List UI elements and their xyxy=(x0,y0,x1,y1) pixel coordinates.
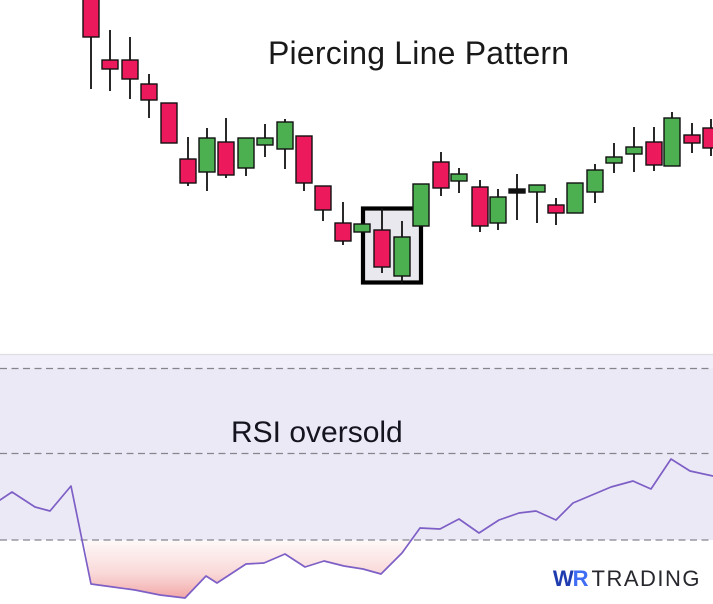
candle-body xyxy=(489,196,507,224)
candle-body xyxy=(353,223,371,233)
bearish-candle xyxy=(121,37,139,99)
rsi-panel-background xyxy=(0,368,713,540)
rsi-oversold-label: RSI oversold xyxy=(231,416,403,449)
candle-body xyxy=(121,59,139,80)
bullish-candle xyxy=(237,137,255,176)
logo-trading-text: TRADING xyxy=(591,566,701,591)
candle-body xyxy=(605,156,623,164)
bullish-candle xyxy=(412,183,430,227)
rsi-oversold-fill xyxy=(84,540,411,598)
bearish-candle xyxy=(683,123,701,153)
bearish-candle xyxy=(295,135,313,191)
candle-body xyxy=(566,182,584,214)
candle-body xyxy=(547,204,565,214)
candle-body xyxy=(179,158,197,184)
rsi-line xyxy=(0,458,713,599)
rsi-panel-upper-strip xyxy=(0,355,713,369)
bullish-candle xyxy=(198,128,216,191)
bearish-candle xyxy=(82,0,100,89)
logo-letter-r: R xyxy=(572,566,589,591)
candle-body xyxy=(82,0,100,38)
candle-body xyxy=(663,117,681,167)
candle-body xyxy=(393,236,411,277)
logo-letter-w: W xyxy=(552,566,574,591)
candle-body xyxy=(450,173,468,182)
candle-body xyxy=(586,169,604,193)
bearish-candle xyxy=(334,202,352,245)
bearish-candle xyxy=(432,152,450,196)
candle-body xyxy=(217,141,235,176)
candle-body xyxy=(471,186,489,227)
candle-body xyxy=(295,135,313,184)
bearish-candle xyxy=(314,185,332,221)
candle-body xyxy=(256,137,274,146)
candle-body xyxy=(160,102,178,144)
bearish-candle xyxy=(140,74,158,118)
pattern-highlight-box xyxy=(360,206,424,285)
candle-body xyxy=(625,146,643,155)
candle-body xyxy=(528,184,546,193)
candle-body xyxy=(412,183,430,227)
bullish-candle xyxy=(605,143,623,173)
candle-body xyxy=(432,161,450,189)
bearish-candle xyxy=(702,119,713,156)
bearish-candle xyxy=(101,30,119,91)
candle-body xyxy=(101,59,119,70)
candle-body xyxy=(702,127,713,149)
bearish-candle xyxy=(160,102,178,144)
candle-body xyxy=(198,137,216,173)
candle-body xyxy=(334,222,352,242)
bearish-candle xyxy=(217,118,235,178)
bullish-candle xyxy=(663,112,681,167)
bullish-candle xyxy=(489,189,507,230)
chart-title: Piercing Line Pattern xyxy=(268,35,570,71)
bullish-candle xyxy=(566,182,584,214)
wr-trading-logo: W R TRADING xyxy=(553,566,701,592)
bullish-candle xyxy=(450,168,468,193)
bearish-candle xyxy=(547,198,565,225)
bullish-candle xyxy=(276,119,294,169)
bearish-candle xyxy=(179,137,197,186)
bullish-candle xyxy=(586,164,604,203)
candle-body xyxy=(508,188,526,194)
candle-body xyxy=(237,137,255,169)
rsi-indicator-panel xyxy=(0,353,713,599)
doji-candle xyxy=(508,174,526,220)
candle-body xyxy=(373,229,391,268)
candle-body xyxy=(645,141,663,166)
bearish-candle xyxy=(373,208,391,273)
bullish-candle xyxy=(625,127,643,172)
candle-body xyxy=(276,121,294,150)
bullish-candle xyxy=(393,221,411,283)
bullish-candle xyxy=(353,223,371,233)
bearish-candle xyxy=(471,180,489,232)
candle-body xyxy=(140,83,158,101)
bullish-candle xyxy=(256,124,274,157)
bullish-candle xyxy=(528,184,546,223)
candle-body xyxy=(314,185,332,211)
candle-body xyxy=(683,134,701,144)
candlestick-chart xyxy=(82,0,713,285)
bearish-candle xyxy=(645,127,663,171)
